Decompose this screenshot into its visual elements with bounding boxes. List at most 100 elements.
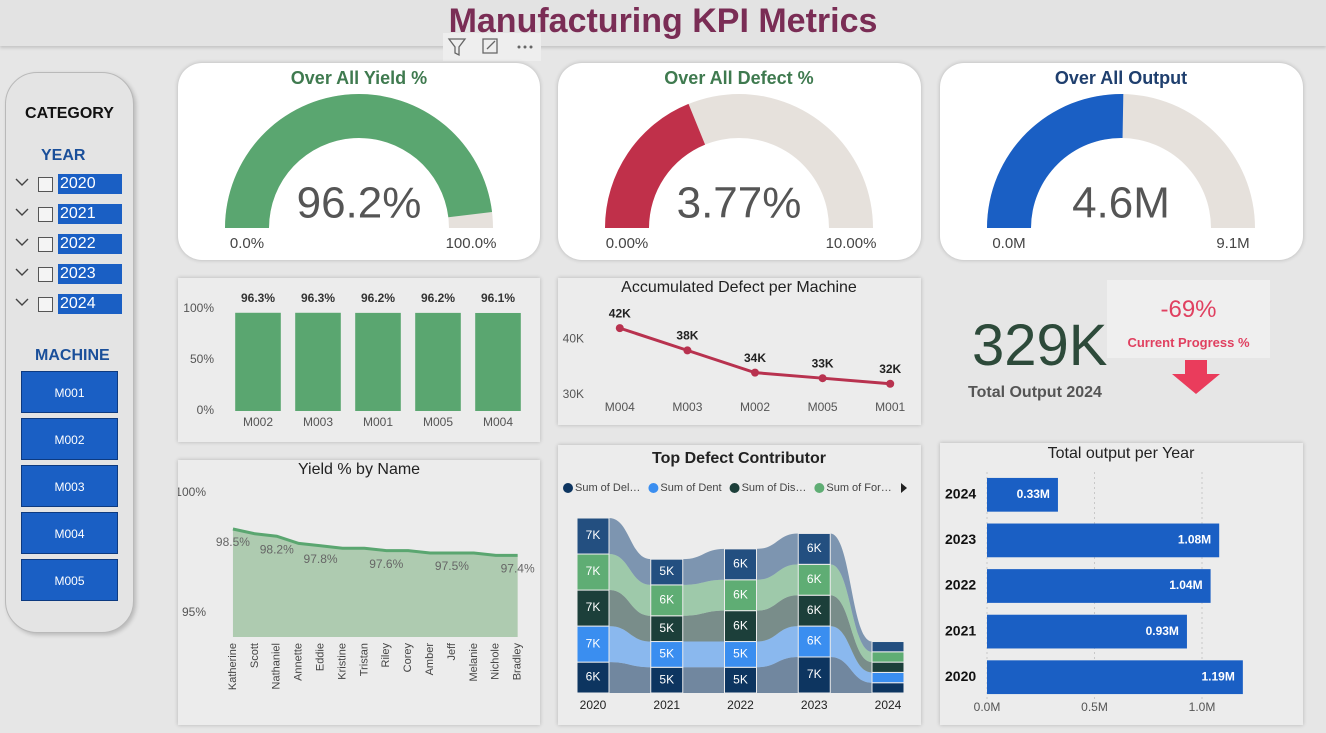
ribbon-segment bbox=[871, 661, 905, 673]
machine-button[interactable]: M001 bbox=[21, 371, 118, 413]
y-tick-label: 95% bbox=[182, 605, 206, 619]
area-fill bbox=[232, 529, 518, 637]
data-label: 5K bbox=[733, 672, 748, 686]
data-label: 42K bbox=[609, 306, 631, 320]
y-tick-label: 2022 bbox=[945, 577, 976, 593]
gauge-tick-label: 0.0% bbox=[230, 235, 264, 252]
ribbon bbox=[682, 610, 725, 642]
filter-icon[interactable] bbox=[447, 38, 467, 57]
year-label[interactable]: 2023 bbox=[58, 264, 122, 284]
hbar-chart: Total output per Year 0.0M 0.5M 1.0M 2024 0.3… bbox=[945, 445, 1243, 714]
machine-button[interactable]: M004 bbox=[21, 512, 118, 554]
data-label: 6K bbox=[733, 618, 748, 632]
legend-swatch bbox=[814, 483, 825, 493]
ribbon-segment bbox=[797, 563, 831, 596]
data-label: 0.93M bbox=[1146, 624, 1179, 638]
chart-panel: Total output per Year 0.0M 0.5M 1.0M 2024 0.3… bbox=[940, 443, 1303, 725]
chevron[interactable] bbox=[14, 236, 30, 248]
x-tick-label: M005 bbox=[423, 415, 453, 429]
ribbon-segment bbox=[797, 594, 831, 627]
year-option[interactable]: 2021 bbox=[14, 204, 132, 226]
chart-title: Top Defect Contributor bbox=[652, 450, 826, 467]
chevron[interactable] bbox=[14, 176, 30, 188]
data-label: 98.5% bbox=[216, 535, 250, 549]
checkbox[interactable] bbox=[38, 267, 53, 282]
bar bbox=[355, 312, 401, 411]
ribbon-segment bbox=[576, 517, 610, 555]
ribbon-segment bbox=[724, 548, 757, 581]
ribbon bbox=[609, 518, 651, 585]
year-option[interactable]: 2024 bbox=[14, 294, 132, 316]
legend-next bbox=[901, 483, 907, 493]
chevron[interactable] bbox=[14, 266, 30, 278]
year-option[interactable]: 2023 bbox=[14, 264, 132, 286]
chevron[interactable] bbox=[14, 296, 30, 308]
x-tick-label: Eddie bbox=[314, 643, 326, 671]
year-label[interactable]: 2021 bbox=[58, 204, 122, 224]
legend-swatch bbox=[563, 483, 573, 493]
x-tick-label: Corey bbox=[402, 643, 414, 673]
ribbon bbox=[830, 656, 872, 693]
x-tick-label: 2024 bbox=[875, 698, 902, 712]
data-label: 97.6% bbox=[369, 557, 403, 571]
more-icon[interactable] bbox=[517, 45, 533, 49]
data-label: 7K bbox=[586, 528, 601, 542]
machine-button[interactable]: M002 bbox=[21, 418, 118, 460]
gauge-value bbox=[605, 103, 706, 228]
ribbon-segment bbox=[797, 656, 831, 694]
data-label: 96.2% bbox=[421, 291, 455, 305]
visual-toolbar bbox=[443, 33, 541, 61]
checkbox[interactable] bbox=[38, 237, 53, 252]
x-tick-label: M004 bbox=[483, 415, 513, 429]
ribbon bbox=[830, 595, 872, 673]
progress-card: -69% Current Progress % bbox=[1107, 280, 1270, 358]
year-option[interactable]: 2020 bbox=[14, 174, 132, 196]
data-label: 6K bbox=[659, 593, 674, 607]
year-option[interactable]: 2022 bbox=[14, 234, 132, 256]
y-tick-label: 2021 bbox=[945, 622, 976, 638]
chart-panel: Top Defect Contributor Sum of Del… Sum of … bbox=[558, 445, 921, 725]
x-tick-label: M003 bbox=[672, 400, 702, 414]
checkbox[interactable] bbox=[38, 177, 53, 192]
line-chart: Accumulated Defect per Machine 30K 40K M004… bbox=[563, 279, 906, 414]
legend-label: Sum of Dent bbox=[660, 482, 721, 494]
data-label: 5K bbox=[659, 647, 674, 661]
chevron[interactable] bbox=[14, 206, 30, 218]
x-tick-label: 2021 bbox=[653, 698, 680, 712]
ribbon bbox=[682, 548, 725, 585]
year-label[interactable]: 2022 bbox=[58, 234, 122, 254]
checkbox[interactable] bbox=[38, 207, 53, 222]
page-title: Manufacturing KPI Metrics bbox=[448, 2, 878, 40]
machine-button[interactable]: M003 bbox=[21, 465, 118, 507]
y-tick-label: 2023 bbox=[945, 531, 976, 547]
gauge-chart: Over All Output 4.6M 0.0M 9.1M bbox=[987, 68, 1255, 252]
checkbox[interactable] bbox=[38, 297, 53, 312]
data-label: 7K bbox=[586, 564, 601, 578]
gauge-chart: Over All Yield % 96.2% 0.0% 100.0% bbox=[225, 68, 496, 252]
gauge-panel: Over All Output 4.6M 0.0M 9.1M bbox=[940, 63, 1303, 260]
x-tick-label: Nathaniel bbox=[271, 643, 283, 689]
x-tick-label: Bradley bbox=[512, 643, 524, 681]
year-heading: YEAR bbox=[41, 147, 86, 164]
data-label: 96.1% bbox=[481, 291, 515, 305]
y-tick-label: 2020 bbox=[945, 668, 976, 684]
data-label: 7K bbox=[586, 600, 601, 614]
gauge-value-label: 4.6M bbox=[1072, 179, 1170, 228]
year-label[interactable]: 2024 bbox=[58, 294, 122, 314]
y-tick-label: 0% bbox=[197, 403, 215, 417]
data-label: 6K bbox=[733, 587, 748, 601]
x-tick-label: M001 bbox=[875, 400, 905, 414]
year-label[interactable]: 2020 bbox=[58, 174, 122, 194]
data-label: 1.19M bbox=[1201, 669, 1234, 683]
y-tick-label: 100% bbox=[178, 485, 206, 499]
ribbon-segment bbox=[797, 532, 831, 565]
machine-button[interactable]: M005 bbox=[21, 559, 118, 601]
gauge-tick-label: 9.1M bbox=[1216, 235, 1249, 252]
point bbox=[818, 374, 827, 383]
x-tick-label: Katherine bbox=[227, 643, 239, 690]
legend-swatch bbox=[729, 483, 740, 493]
focus-icon[interactable] bbox=[482, 38, 498, 54]
progress-value: -69% bbox=[1160, 296, 1217, 323]
legend-swatch bbox=[648, 483, 659, 493]
